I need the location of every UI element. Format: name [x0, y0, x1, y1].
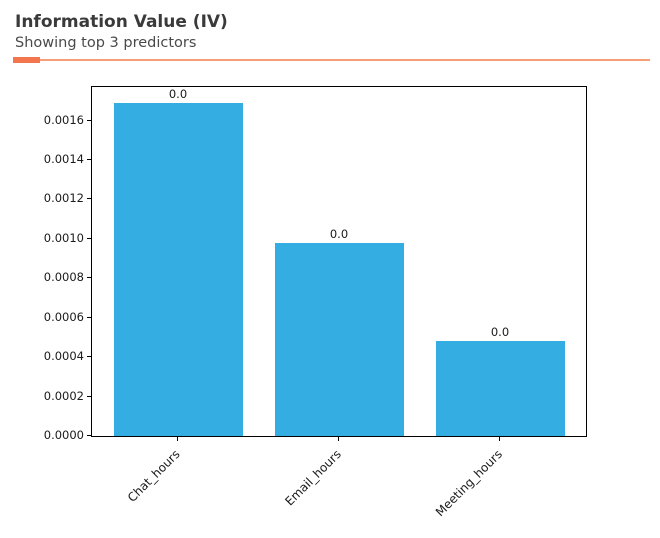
accent-dash — [13, 57, 40, 63]
y-tick-label: 0.0012 — [43, 191, 84, 205]
x-tick-mark — [338, 437, 339, 441]
y-tick-label: 0.0014 — [43, 152, 84, 166]
y-tick-label: 0.0010 — [43, 231, 84, 245]
x-tick-label-chat_hours: Chat_hours — [125, 447, 183, 505]
y-tick-mark — [87, 277, 91, 278]
y-tick-mark — [87, 317, 91, 318]
y-tick-mark — [87, 198, 91, 199]
y-tick-label: 0.0006 — [43, 310, 84, 324]
bar-meeting_hours — [435, 341, 565, 436]
y-tick-mark — [87, 120, 91, 121]
y-tick-mark — [87, 356, 91, 357]
y-tick-mark — [87, 238, 91, 239]
x-tick-label-meeting_hours: Meeting_hours — [432, 447, 505, 520]
chart-title: Information Value (IV) — [15, 12, 228, 32]
accent-rule — [13, 59, 650, 61]
y-tick-label: 0.0000 — [43, 428, 84, 442]
plot-area: 0.0 0.0 0.0 — [91, 86, 587, 437]
bar-value-label: 0.0 — [490, 325, 510, 339]
y-tick-label: 0.0002 — [43, 389, 84, 403]
x-tick-mark — [177, 437, 178, 441]
bar-email_hours — [274, 243, 404, 436]
x-tick-label-email_hours: Email_hours — [282, 447, 344, 509]
y-tick-label: 0.0008 — [43, 270, 84, 284]
y-tick-mark — [87, 396, 91, 397]
bar-value-label: 0.0 — [168, 87, 188, 101]
bar-value-label: 0.0 — [329, 227, 349, 241]
y-tick-label: 0.0016 — [43, 113, 84, 127]
y-tick-mark — [87, 159, 91, 160]
y-tick-label: 0.0004 — [43, 349, 84, 363]
bar-chat_hours — [113, 103, 243, 436]
x-tick-mark — [499, 437, 500, 441]
chart-subtitle: Showing top 3 predictors — [15, 35, 197, 51]
y-tick-mark — [87, 435, 91, 436]
